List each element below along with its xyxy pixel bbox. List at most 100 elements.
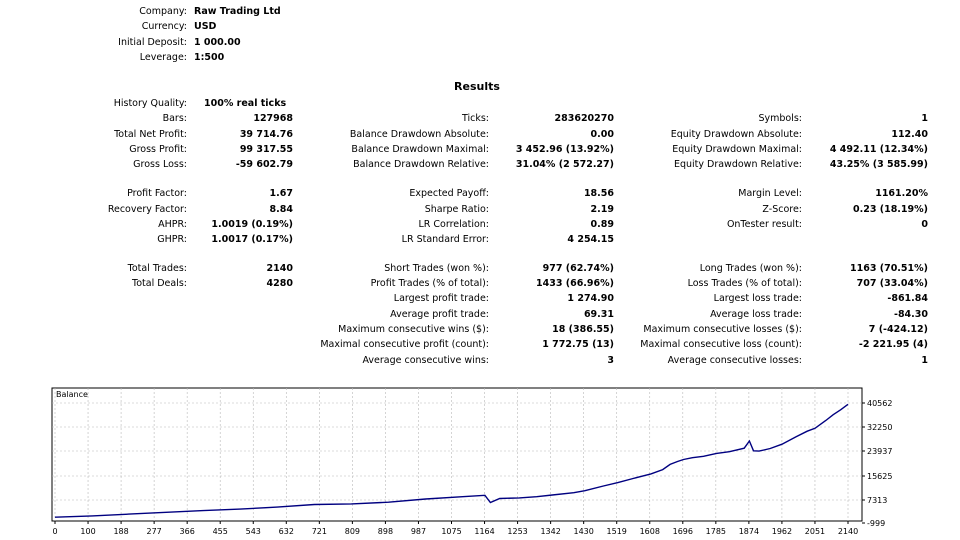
y-tick-label: 40562 xyxy=(867,399,892,408)
col3-row-8-value: 707 (33.04%) xyxy=(856,278,928,289)
col2-row-11-value: 69.31 xyxy=(583,309,614,320)
col3-row-2-label: Equity Drawdown Maximal: xyxy=(672,144,802,155)
col1-row-9-value: 4280 xyxy=(266,278,293,289)
col2-row-10-value: 1 274.90 xyxy=(567,293,614,304)
col3-row-0-value: 1 xyxy=(921,113,928,124)
col2-row-12-label: Maximum consecutive wins ($): xyxy=(338,324,489,335)
col1-row-6-value: 1.0019 (0.19%) xyxy=(211,219,293,230)
x-tick-label: 721 xyxy=(312,527,327,536)
col3-row-6-label: OnTester result: xyxy=(726,219,802,230)
col1-row-8-label: Total Trades: xyxy=(127,263,187,274)
col1-row-4-value: 1.67 xyxy=(269,188,293,199)
col2-row-12-value: 18 (386.55) xyxy=(552,324,614,335)
y-tick-label: 32250 xyxy=(867,423,892,432)
x-tick-label: 0 xyxy=(52,527,57,536)
col3-row-1-value: 112.40 xyxy=(891,129,928,140)
col3-row-0-label: Symbols: xyxy=(758,113,802,124)
x-tick-label: 455 xyxy=(213,527,228,536)
col2-row-1-label: Balance Drawdown Absolute: xyxy=(349,129,489,140)
col3-row-13-value: 1 xyxy=(921,355,928,366)
history-quality-label: History Quality: xyxy=(113,98,187,109)
col3-row-1-label: Equity Drawdown Absolute: xyxy=(670,129,802,140)
col2-row-2-label: Balance Drawdown Maximal: xyxy=(351,144,489,155)
col1-row-0-label: Bars: xyxy=(162,113,187,124)
col2-row-9-label: Profit Trades (% of total): xyxy=(370,278,489,289)
x-tick-label: 1253 xyxy=(507,527,527,536)
col1-row-8-value: 2140 xyxy=(266,263,293,274)
col2-row-5-label: Sharpe Ratio: xyxy=(424,204,489,215)
col1-row-4-label: Profit Factor: xyxy=(127,188,187,199)
col3-row-4-label: Margin Level: xyxy=(738,188,802,199)
header-row-3-value: 1:500 xyxy=(194,52,225,63)
x-tick-label: 1962 xyxy=(772,527,792,536)
header-row-0-label: Company: xyxy=(139,6,187,17)
col3-row-11-value: 7 (-424.12) xyxy=(868,324,928,335)
x-tick-label: 366 xyxy=(180,527,195,536)
col2-row-14-label: Average consecutive wins: xyxy=(362,355,489,366)
x-tick-label: 809 xyxy=(345,527,360,536)
col3-row-13-label: Average consecutive losses: xyxy=(667,355,802,366)
col2-row-6-label: LR Correlation: xyxy=(418,219,490,230)
col2-row-1-value: 0.00 xyxy=(590,129,614,140)
col3-row-5-value: 0.23 (18.19%) xyxy=(853,204,928,215)
col3-row-3-label: Equity Drawdown Relative: xyxy=(673,159,802,170)
col2-row-13-value: 1 772.75 (13) xyxy=(542,339,614,350)
x-tick-label: 1430 xyxy=(573,527,593,536)
col3-row-8-label: Loss Trades (% of total): xyxy=(687,278,802,289)
col3-row-10-value: -84.30 xyxy=(894,309,928,320)
y-tick-label: 7313 xyxy=(867,496,887,505)
header-row-2-value: 1 000.00 xyxy=(194,37,241,48)
x-tick-label: 1874 xyxy=(739,527,759,536)
chart-title: Balance xyxy=(56,390,88,399)
x-tick-label: 188 xyxy=(113,527,128,536)
col2-row-7-label: LR Standard Error: xyxy=(401,234,489,245)
header-row-3-label: Leverage: xyxy=(139,52,187,63)
x-tick-label: 1519 xyxy=(607,527,627,536)
x-tick-label: 1075 xyxy=(441,527,461,536)
col2-row-4-value: 18.56 xyxy=(583,188,614,199)
header-row-0-value: Raw Trading Ltd xyxy=(194,6,281,17)
col3-row-3-value: 43.25% (3 585.99) xyxy=(829,159,928,170)
x-tick-label: 2051 xyxy=(805,527,825,536)
col1-row-7-value: 1.0017 (0.17%) xyxy=(211,234,293,245)
col3-row-9-value: -861.84 xyxy=(887,293,928,304)
col3-row-10-label: Average loss trade: xyxy=(710,309,802,320)
col3-row-11-label: Maximum consecutive losses ($): xyxy=(643,324,802,335)
col3-row-9-label: Largest loss trade: xyxy=(713,293,802,304)
col3-row-6-value: 0 xyxy=(921,219,928,230)
col3-row-4-value: 1161.20% xyxy=(875,188,928,199)
history-quality-value: 100% real ticks xyxy=(204,98,287,109)
x-tick-label: 277 xyxy=(146,527,161,536)
y-tick-label: 23937 xyxy=(867,447,892,456)
header-row-1-value: USD xyxy=(194,21,217,32)
col2-row-13-label: Maximal consecutive profit (count): xyxy=(320,339,489,350)
x-tick-label: 1785 xyxy=(706,527,726,536)
x-tick-label: 1342 xyxy=(540,527,560,536)
col2-row-8-label: Short Trades (won %): xyxy=(384,263,489,274)
col3-row-12-value: -2 221.95 (4) xyxy=(858,339,928,350)
x-tick-label: 543 xyxy=(246,527,261,536)
col2-row-14-value: 3 xyxy=(607,355,614,366)
col2-row-8-value: 977 (62.74%) xyxy=(542,263,614,274)
x-tick-label: 1608 xyxy=(640,527,660,536)
col2-row-4-label: Expected Payoff: xyxy=(409,188,489,199)
x-tick-label: 1696 xyxy=(673,527,693,536)
col2-row-10-label: Largest profit trade: xyxy=(393,293,489,304)
balance-series-line xyxy=(54,403,849,518)
col1-row-9-label: Total Deals: xyxy=(132,278,187,289)
col2-row-2-value: 3 452.96 (13.92%) xyxy=(515,144,614,155)
col1-row-1-label: Total Net Profit: xyxy=(114,129,187,140)
col2-row-5-value: 2.19 xyxy=(590,204,614,215)
col1-row-1-value: 39 714.76 xyxy=(239,129,293,140)
x-tick-label: 987 xyxy=(411,527,426,536)
x-tick-label: 1164 xyxy=(474,527,494,536)
col1-row-6-label: AHPR: xyxy=(158,219,187,230)
col2-row-6-value: 0.89 xyxy=(590,219,614,230)
col2-row-9-value: 1433 (66.96%) xyxy=(536,278,614,289)
col1-row-5-value: 8.84 xyxy=(269,204,293,215)
col2-row-7-value: 4 254.15 xyxy=(567,234,614,245)
col2-row-11-label: Average profit trade: xyxy=(390,309,489,320)
col1-row-2-label: Gross Profit: xyxy=(129,144,187,155)
col3-row-2-value: 4 492.11 (12.34%) xyxy=(829,144,928,155)
y-tick-label: 15625 xyxy=(867,472,892,481)
